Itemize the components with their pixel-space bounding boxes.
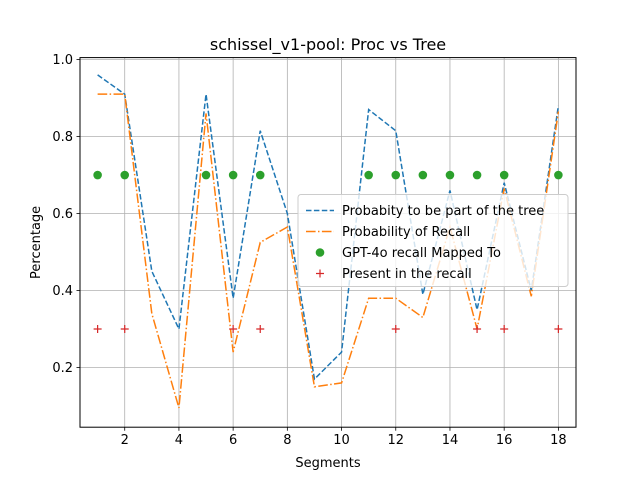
legend: Probabity to be part of the tree Probabil… <box>297 194 569 287</box>
gpt-recall-point <box>201 170 211 180</box>
x-tick-label: 16 <box>496 433 513 448</box>
legend-box <box>297 194 569 287</box>
x-tick-label: 10 <box>333 433 350 448</box>
chart-title: schissel_v1-pool: Proc vs Tree <box>210 35 446 55</box>
series-line-1 <box>97 74 560 381</box>
gpt-recall-point <box>418 170 428 180</box>
gpt-recall-point <box>120 170 130 180</box>
gpt-recall-point <box>445 170 455 180</box>
y-tick-label: 0.8 <box>52 130 73 145</box>
gpt-recall-point <box>364 170 373 180</box>
gpt-recall-point <box>228 170 238 180</box>
present-recall-point <box>391 325 400 334</box>
gpt-recall-point <box>93 170 102 180</box>
present-recall-point <box>120 325 129 334</box>
x-tick-label: 2 <box>121 433 129 448</box>
legend-entry: Present in the recall <box>342 267 472 282</box>
x-tick-label: 14 <box>442 433 459 448</box>
present-recall-point <box>256 325 265 334</box>
x-tick-label: 12 <box>387 433 404 448</box>
legend-swatch <box>316 269 324 278</box>
legend-entry: Probabity to be part of the tree <box>342 204 544 219</box>
present-recall-point <box>500 325 509 334</box>
y-tick-label: 0.4 <box>52 284 73 299</box>
present-recall-point <box>473 325 482 334</box>
present-recall-point <box>554 325 563 334</box>
x-tick-label: 8 <box>283 433 291 448</box>
grid <box>80 57 576 428</box>
y-tick-label: 1.0 <box>52 53 73 68</box>
legend-swatch <box>315 248 325 257</box>
x-tick-label: 4 <box>175 433 183 448</box>
gpt-recall-point <box>472 170 482 180</box>
legend-entry: Probability of Recall <box>342 225 470 240</box>
present-recall-point <box>229 325 238 334</box>
legend-entry: GPT-4o recall Mapped To <box>342 246 501 261</box>
present-recall-point <box>93 325 102 334</box>
x-tick-label: 18 <box>550 433 567 448</box>
gpt-recall-point <box>554 170 563 180</box>
y-tick-label: 0.2 <box>52 361 73 376</box>
gpt-recall-point <box>499 170 509 180</box>
axis-ticks: 2 4 6 8 10 12 14 16 18 0.2 0.4 0.6 0.8 1.0 <box>52 53 566 448</box>
y-tick-label: 0.6 <box>52 207 73 222</box>
y-axis-label: Percentage <box>29 206 44 279</box>
gpt-recall-point <box>255 170 265 180</box>
x-tick-label: 6 <box>229 433 237 448</box>
series-layer <box>93 74 563 409</box>
x-axis-label: Segments <box>295 456 361 471</box>
plot-frame <box>79 57 577 428</box>
gpt-recall-point <box>391 170 401 180</box>
